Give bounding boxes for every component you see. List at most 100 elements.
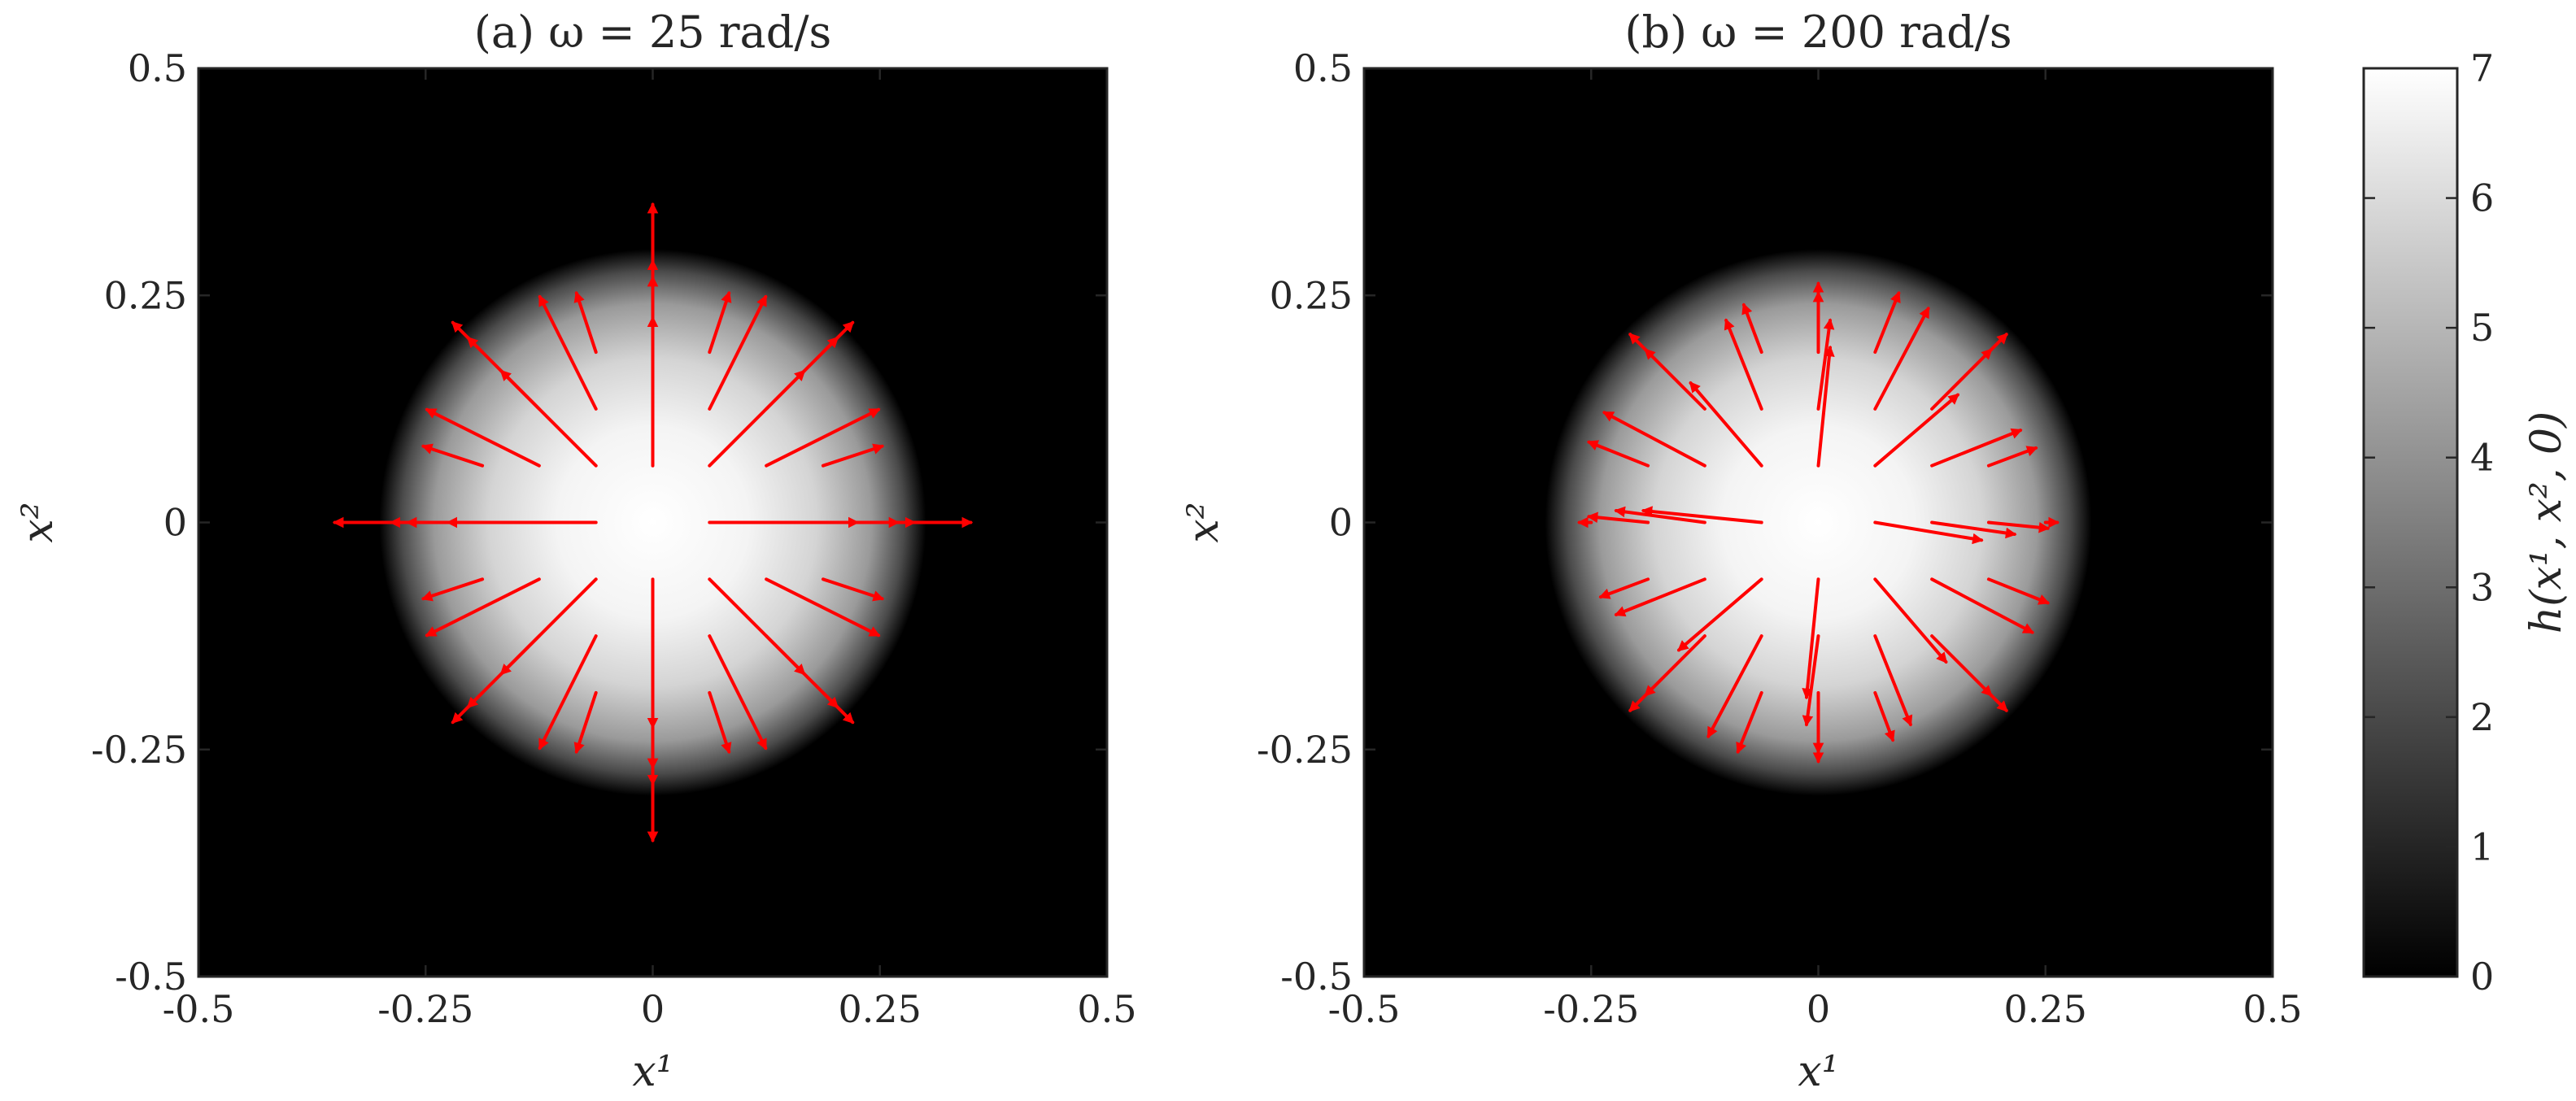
x-tick-label: 0.5 <box>1077 987 1136 1031</box>
quiver-arrow <box>1930 577 2034 634</box>
quiver-arrow <box>425 577 541 638</box>
quiver-arrow <box>708 290 732 355</box>
quiver-arrow <box>1644 634 1706 697</box>
quiver-arrow <box>1614 577 1706 617</box>
colorbar-tick-label: 3 <box>2470 565 2494 609</box>
panel-a: -0.5 -0.25 0 0.25 0.5 0.5 0.25 0 -0.25 -0.5 (a) … <box>14 7 1137 1096</box>
quiver-arrow <box>1873 690 1895 742</box>
y-ticks-a: 0.5 0.25 0 -0.25 -0.5 <box>91 46 1107 999</box>
y-tick-label: -0.5 <box>115 955 187 999</box>
quiver-arrow <box>1676 577 1763 652</box>
colorbar-tick-label: 7 <box>2470 46 2494 90</box>
y-axis-label-b: x² <box>1179 502 1228 542</box>
x-tick-label: -0.5 <box>1328 987 1401 1031</box>
quiver-arrow <box>451 320 485 355</box>
quiver-arrow <box>425 407 541 468</box>
quiver-arrow <box>1736 690 1763 755</box>
y-tick-label: 0 <box>1329 501 1353 545</box>
quiver-arrow <box>1816 318 1835 411</box>
chart-title-a: (a) ω = 25 rad/s <box>474 7 831 58</box>
quiver-arrow <box>708 294 768 411</box>
colorbar-tick-label: 5 <box>2470 306 2494 350</box>
y-tick-label: 0.25 <box>1270 273 1353 317</box>
quiver-arrow <box>538 634 598 751</box>
x-tick-label: -0.5 <box>163 987 235 1031</box>
quiver-arrow <box>821 690 855 725</box>
quiver-arrow <box>573 290 598 355</box>
quiver-arrow <box>1641 506 1763 524</box>
quiver-arrow <box>1586 511 1650 524</box>
quiver-arrow <box>1802 634 1820 727</box>
quiver-arrow <box>765 407 881 468</box>
quiver-arrow <box>1628 690 1650 712</box>
y-tick-label: 0.5 <box>1293 46 1353 90</box>
quiver-arrow <box>1724 318 1763 411</box>
quiver-arrow <box>1873 577 1948 664</box>
x-axis-label-b: x¹ <box>1798 1047 1838 1096</box>
y-axis-label-a: x² <box>14 502 63 542</box>
quiver-arrow <box>821 320 855 355</box>
y-tick-label: 0.25 <box>104 273 187 317</box>
panel-b: -0.5 -0.25 0 0.25 0.5 0.5 0.25 0 -0.25 -0.5 (b) … <box>1179 7 2303 1096</box>
quiver-arrow <box>1930 428 2023 468</box>
x-tick-label: 0 <box>641 987 665 1031</box>
quiver-arrow <box>1986 520 2051 533</box>
y-tick-label: 0.5 <box>128 46 187 90</box>
quiver-arrow <box>1930 634 1993 697</box>
quiver-arrow <box>821 443 885 468</box>
quiver-arrow <box>1628 333 1650 355</box>
colorbar-tick-label: 2 <box>2470 695 2494 739</box>
quiver-arrow <box>573 690 598 755</box>
quiver-arrow <box>1986 333 2008 355</box>
x-tick-label: -0.25 <box>377 987 473 1031</box>
quiver-arrow <box>708 690 732 755</box>
quiver-arrow <box>708 634 768 751</box>
quiver-arrow <box>421 443 485 468</box>
quiver-arrow <box>765 577 881 638</box>
colorbar: 0 1 2 3 4 5 6 7 h(x¹, x², 0) <box>2362 46 2571 999</box>
quiver-arrow <box>1644 348 1706 411</box>
quiver-arrow <box>821 577 885 602</box>
quiver-arrow <box>1802 577 1820 700</box>
quiver-arrow <box>1986 690 2008 712</box>
y-tick-label: -0.5 <box>1280 955 1353 999</box>
quiver-arrow <box>1873 393 1960 468</box>
quiver-arrow <box>1689 381 1763 468</box>
x-tick-label: -0.25 <box>1543 987 1639 1031</box>
quiver-arrow <box>1586 440 1650 468</box>
x-tick-label: 0 <box>1807 987 1830 1031</box>
quiver-arrow <box>1873 520 1984 545</box>
colorbar-label: h(x¹, x², 0) <box>2522 411 2571 634</box>
quiver-arrow <box>1614 506 1706 524</box>
y-tick-label: -0.25 <box>91 728 187 772</box>
x-tick-label: 0.5 <box>2243 987 2302 1031</box>
quiver-arrow <box>1741 302 1763 355</box>
quiver-arrow <box>538 294 598 411</box>
y-tick-label: 0 <box>163 501 187 545</box>
quiver-arrow <box>1706 634 1763 738</box>
x-axis-label-a: x¹ <box>632 1047 673 1096</box>
quiver-arrow <box>1816 345 1835 468</box>
colorbar-tick-label: 6 <box>2470 176 2494 220</box>
chart-title-b: (b) ω = 200 rad/s <box>1624 7 2012 58</box>
colorbar-tick-label: 4 <box>2470 436 2494 480</box>
x-ticks-b: -0.5 -0.25 0 0.25 0.5 <box>1328 68 2303 1031</box>
quiver-arrow <box>1873 634 1913 727</box>
quiver-arrow <box>1873 290 1901 355</box>
quiver-arrow <box>421 577 485 602</box>
colorbar-tick-label: 0 <box>2470 955 2494 999</box>
quiver-arrow <box>1602 411 1706 468</box>
y-tick-label: -0.25 <box>1257 728 1353 772</box>
quiver-arrow <box>1873 307 1930 411</box>
quiver-arrow <box>1986 446 2038 468</box>
quiver-arrow <box>1930 348 1993 411</box>
quiver-b <box>1577 281 2059 764</box>
quiver-arrow <box>451 690 485 725</box>
y-ticks-b: 0.5 0.25 0 -0.25 -0.5 <box>1257 46 2273 999</box>
x-tick-label: 0.25 <box>839 987 922 1031</box>
quiver-a <box>332 202 974 843</box>
x-ticks-a: -0.5 -0.25 0 0.25 0.5 <box>163 68 1137 1031</box>
quiver-arrow <box>1930 520 2017 539</box>
quiver-arrow <box>1986 577 2051 605</box>
colorbar-frame <box>2362 67 2459 978</box>
